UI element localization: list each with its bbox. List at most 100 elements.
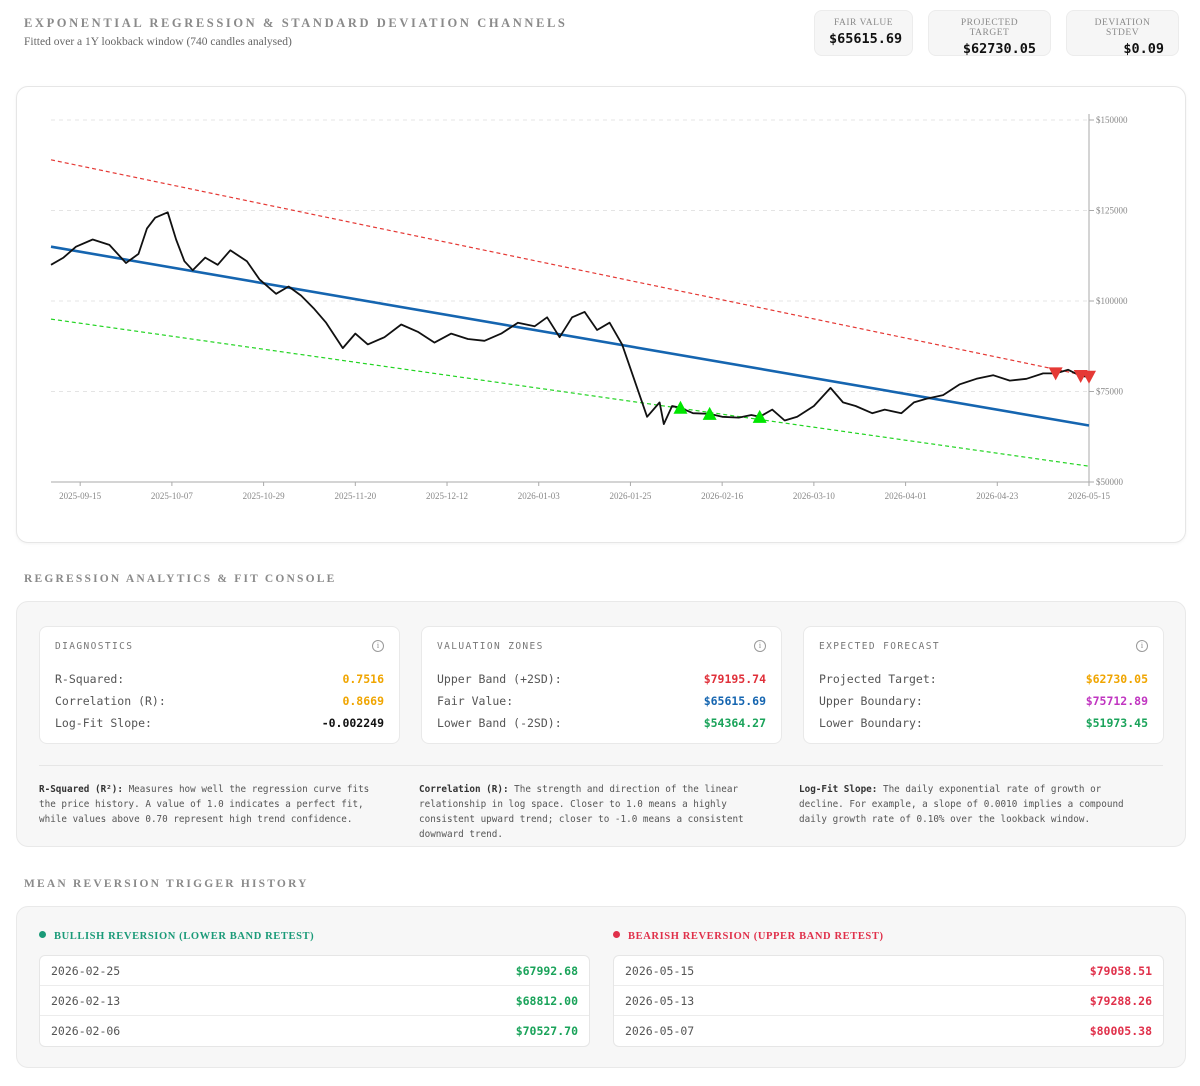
bullish-marker [673,400,688,414]
bearish-dot-icon [613,931,620,938]
bullish-marker [702,406,717,420]
note-term: Correlation (R): [419,784,509,795]
bullish-title: BULLISH REVERSION (LOWER BAND RETEST) [54,931,315,942]
trigger-price: $79288.26 [1089,994,1152,1008]
metric-value: $79195.74 [703,672,766,686]
metric-row: Lower Boundary: $51973.45 [819,716,1148,732]
table-row[interactable]: 2026-05-13 $79288.26 [614,986,1163,1016]
bullish-marker [752,409,767,423]
history-section-title: MEAN REVERSION TRIGGER HISTORY [24,878,309,890]
trigger-history: BULLISH REVERSION (LOWER BAND RETEST) 20… [16,906,1186,1068]
table-row[interactable]: 2026-05-07 $80005.38 [614,1016,1163,1046]
panel-title: DIAGNOSTICS [55,641,134,652]
page-subtitle: Fitted over a 1Y lookback window (740 ca… [24,36,292,48]
valuation-zones-panel: VALUATION ZONES i Upper Band (+2SD): $79… [421,626,782,744]
bearish-header: BEARISH REVERSION (UPPER BAND RETEST) [613,931,884,942]
x-tick-label: 2026-02-16 [701,491,743,501]
trigger-date: 2026-02-13 [51,994,121,1008]
note-log-fit-slope: Log-Fit Slope: The daily exponential rat… [799,782,1147,827]
metric-label: Upper Band (+2SD): [437,672,562,686]
metric-value: 0.7516 [342,672,384,686]
panel-title: VALUATION ZONES [437,641,544,652]
metric-value: $62730.05 [1085,672,1148,686]
projected-target-card: PROJECTED TARGET $62730.05 [928,10,1051,57]
bearish-table: 2026-05-15 $79058.51 2026-05-13 $79288.2… [613,955,1164,1047]
note-r-squared: R-Squared (R²): Measures how well the re… [39,782,387,827]
note-term: Log-Fit Slope: [799,784,878,795]
metric-label: R-Squared: [55,672,125,686]
bearish-marker [1048,367,1063,381]
x-tick-label: 2026-05-15 [1068,491,1110,501]
y-tick-label: $50000 [1096,477,1124,487]
trigger-date: 2026-05-07 [625,1024,695,1038]
metric-label: Correlation (R): [55,694,166,708]
expected-forecast-panel: EXPECTED FORECAST i Projected Target: $6… [803,626,1164,744]
note-term: R-Squared (R²): [39,784,123,795]
page-title: EXPONENTIAL REGRESSION & STANDARD DEVIAT… [24,16,568,30]
metric-row: Upper Boundary: $75712.89 [819,694,1148,710]
trigger-price: $68812.00 [515,994,578,1008]
metric-row: Correlation (R): 0.8669 [55,694,384,710]
metric-label: Lower Boundary: [819,716,923,730]
x-tick-label: 2026-04-23 [976,491,1018,501]
trigger-date: 2026-02-25 [51,964,121,978]
metric-row: Projected Target: $62730.05 [819,672,1148,688]
metric-value: $75712.89 [1085,694,1148,708]
stat-value: $62730.05 [962,41,1036,57]
metric-row: Lower Band (-2SD): $54364.27 [437,716,766,732]
note-text: Measures how well the regression curve f… [39,784,370,825]
deviation-stdev-card: DEVIATION STDEV $0.09 [1066,10,1179,57]
x-tick-label: 2026-01-03 [518,491,560,501]
metric-label: Lower Band (-2SD): [437,716,562,730]
upper-band-line [50,159,1090,377]
price-line [50,211,1090,426]
y-tick-label: $125000 [1096,206,1128,216]
x-tick-label: 2025-09-15 [59,491,101,501]
bullish-dot-icon [39,931,46,938]
stat-value: $0.09 [1123,41,1164,57]
bullish-header: BULLISH REVERSION (LOWER BAND RETEST) [39,931,314,942]
diagnostics-panel: DIAGNOSTICS i R-Squared: 0.7516 Correlat… [39,626,400,744]
stat-value: $65615.69 [829,31,903,47]
note-text: The daily exponential rate of growth or … [799,784,1124,825]
lower-band-line [50,318,1090,467]
table-row[interactable]: 2026-02-06 $70527.70 [40,1016,589,1046]
chart-card: $150000 $125000 $100000 $75000 $50000 2025-09… [16,86,1186,543]
fair-value-card: FAIR VALUE $65615.69 [814,10,913,56]
note-correlation: Correlation (R): The strength and direct… [419,782,767,842]
metric-label: Upper Boundary: [819,694,923,708]
stat-label: PROJECTED TARGET [960,18,1019,38]
y-tick-label: $100000 [1096,296,1128,306]
trigger-date: 2026-05-13 [625,994,695,1008]
trigger-price: $70527.70 [515,1024,578,1038]
x-tick-label: 2025-10-07 [151,491,193,501]
trigger-price: $67992.68 [515,964,578,978]
trigger-date: 2026-02-06 [51,1024,121,1038]
stat-label: DEVIATION STDEV [1094,18,1151,38]
regression-chart[interactable]: $150000 $125000 $100000 $75000 $50000 2025-09… [17,87,1187,544]
trigger-date: 2026-05-15 [625,964,695,978]
metric-value: $51973.45 [1085,716,1148,730]
x-tick-label: 2025-10-29 [243,491,285,501]
metric-value: -0.002249 [321,716,384,730]
table-row[interactable]: 2026-02-25 $67992.68 [40,956,589,986]
metric-label: Log-Fit Slope: [55,716,152,730]
note-text: The strength and direction of the linear… [419,784,744,840]
divider [39,765,1163,766]
info-icon[interactable]: i [754,640,766,652]
metric-value: $54364.27 [703,716,766,730]
info-icon[interactable]: i [1136,640,1148,652]
table-row[interactable]: 2026-02-13 $68812.00 [40,986,589,1016]
analytics-console: DIAGNOSTICS i R-Squared: 0.7516 Correlat… [16,601,1186,847]
metric-label: Fair Value: [437,694,514,708]
metric-row: Log-Fit Slope: -0.002249 [55,716,384,732]
stat-label: FAIR VALUE [833,18,894,28]
table-row[interactable]: 2026-05-15 $79058.51 [614,956,1163,986]
metric-label: Projected Target: [819,672,937,686]
panel-title: EXPECTED FORECAST [819,641,941,652]
info-icon[interactable]: i [372,640,384,652]
metric-row: R-Squared: 0.7516 [55,672,384,688]
regression-line [50,245,1090,427]
y-tick-label: $150000 [1096,115,1128,125]
metric-row: Upper Band (+2SD): $79195.74 [437,672,766,688]
